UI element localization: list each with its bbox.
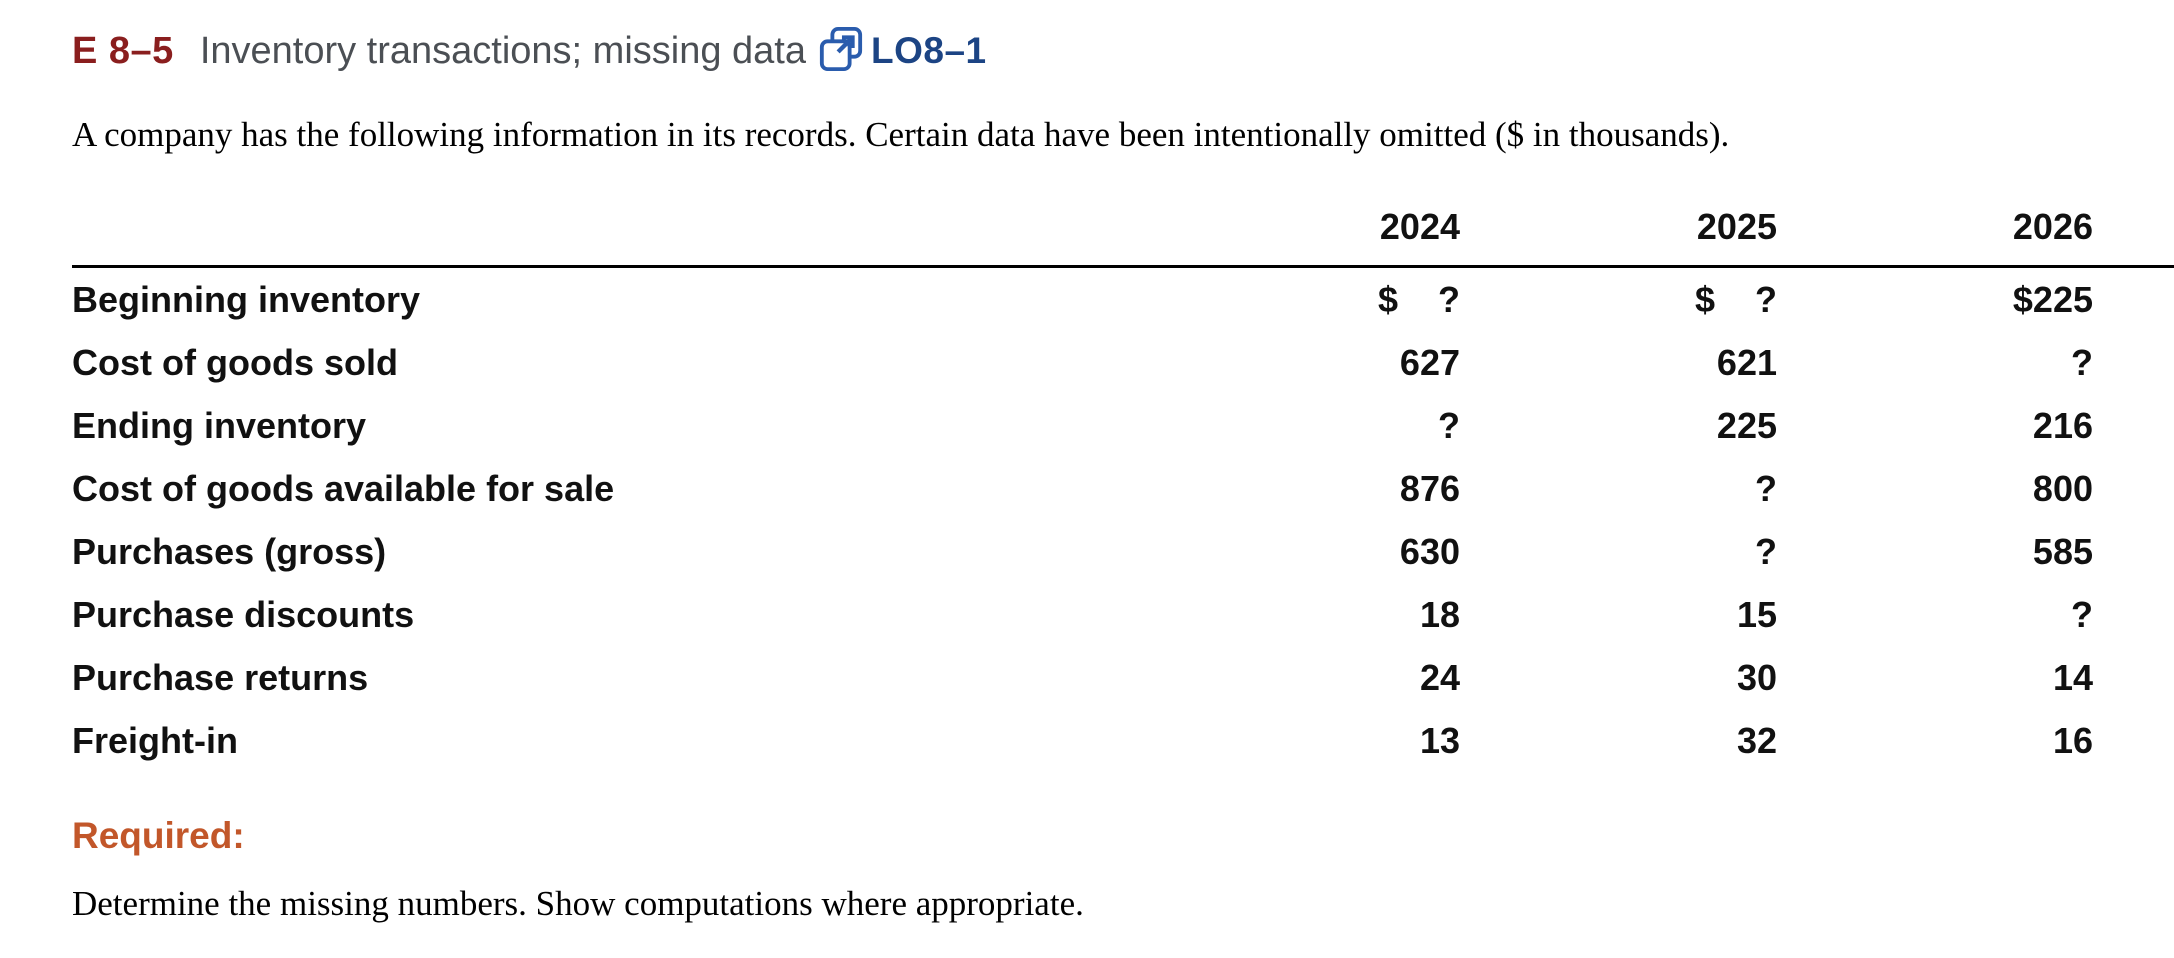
cell-value: 225 xyxy=(1716,404,1777,446)
cell-value: 216 xyxy=(2032,404,2093,446)
cell-value: $225 xyxy=(2012,278,2093,320)
cell-value: 15 xyxy=(1736,593,1777,635)
cell-value: 30 xyxy=(1736,656,1777,698)
required-instruction: Determine the missing numbers. Show comp… xyxy=(72,884,1084,923)
lo-link[interactable]: LO8–1 xyxy=(818,26,987,77)
column-header-2025: 2025 xyxy=(1460,197,1777,268)
column-header-blank xyxy=(72,197,1143,268)
cell-value: $ ? xyxy=(1694,278,1777,320)
row-label: Purchase discounts xyxy=(72,593,415,635)
exercise-title: Inventory transactions; missing data xyxy=(199,29,806,72)
cell-value: 16 xyxy=(2052,719,2093,761)
row-label: Cost of goods available for sale xyxy=(72,467,615,509)
external-link-icon xyxy=(818,26,864,77)
column-header-2026: 2026 xyxy=(1777,197,2174,268)
cell-value: ? xyxy=(2071,341,2093,383)
exercise-page: E 8–5 Inventory transactions; missing da… xyxy=(72,26,2174,923)
cell-value: $ ? xyxy=(1377,278,1460,320)
cell-value: ? xyxy=(1438,404,1460,446)
cell-value: 800 xyxy=(2032,467,2093,509)
row-label: Ending inventory xyxy=(72,404,367,446)
inventory-table: 2024 2025 2026 Beginning inventory $ ? $… xyxy=(72,197,2174,772)
required-label: Required: xyxy=(72,815,245,856)
row-label: Purchases (gross) xyxy=(72,530,387,572)
lo-tag-label: LO8–1 xyxy=(871,30,987,71)
cell-value: 14 xyxy=(2052,656,2093,698)
intro-paragraph: A company has the following information … xyxy=(72,115,1730,154)
column-header-2024: 2024 xyxy=(1143,197,1460,268)
cell-value: 621 xyxy=(1716,341,1777,383)
row-label: Purchase returns xyxy=(72,656,369,698)
cell-value: 13 xyxy=(1419,719,1460,761)
exercise-number: E 8–5 xyxy=(72,29,174,72)
exercise-heading: E 8–5 Inventory transactions; missing da… xyxy=(72,26,2174,77)
cell-value: ? xyxy=(1755,530,1777,572)
row-label: Beginning inventory xyxy=(72,278,421,320)
cell-value: ? xyxy=(1755,467,1777,509)
cell-value: 585 xyxy=(2032,530,2093,572)
cell-value: 32 xyxy=(1736,719,1777,761)
row-label: Freight-in xyxy=(72,719,238,761)
row-label: Cost of goods sold xyxy=(72,341,398,383)
cell-value: 627 xyxy=(1399,341,1460,383)
cell-value: 18 xyxy=(1419,593,1460,635)
cell-value: 630 xyxy=(1399,530,1460,572)
cell-value: 24 xyxy=(1419,656,1460,698)
cell-value: 876 xyxy=(1399,467,1460,509)
cell-value: ? xyxy=(2071,593,2093,635)
